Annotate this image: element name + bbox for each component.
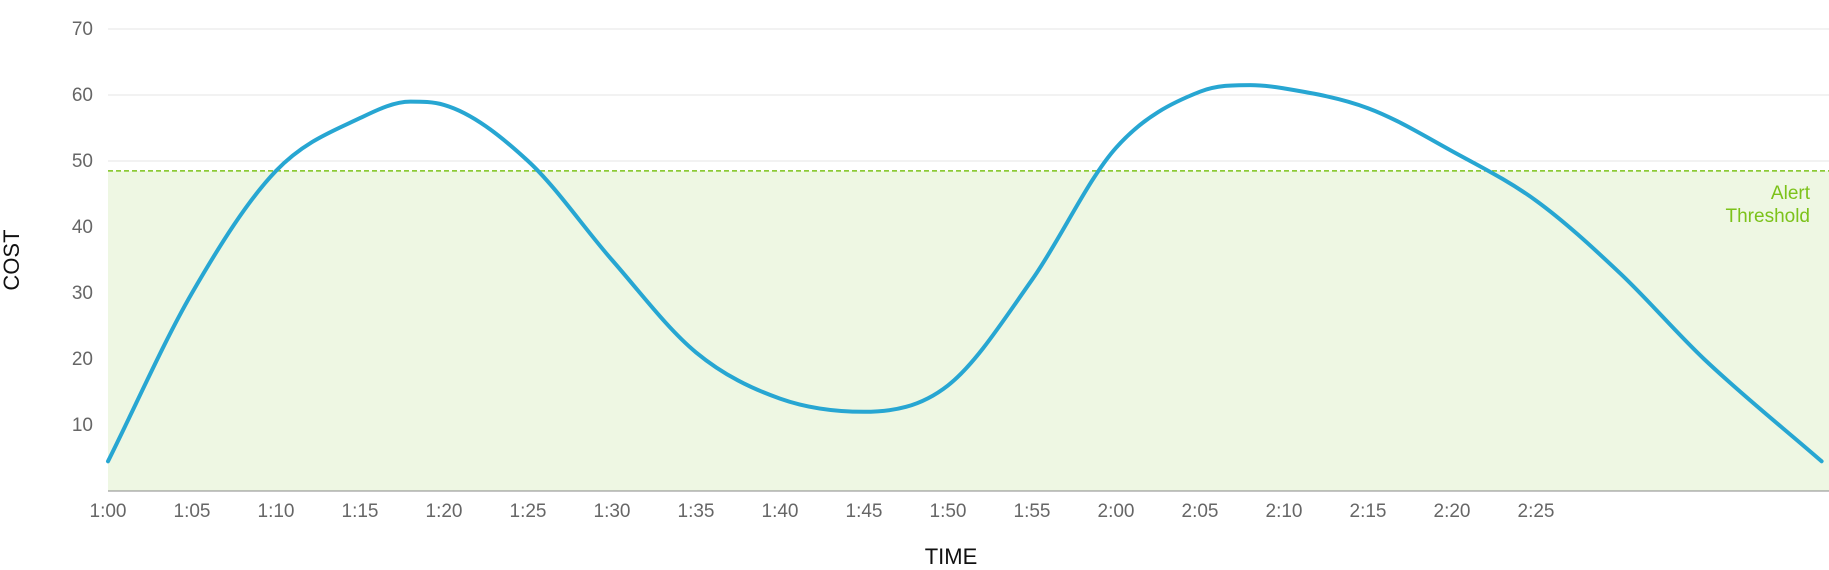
x-tick-label: 2:00 (1098, 501, 1135, 522)
cost-series-line (106, 83, 1824, 464)
x-tick-label: 2:10 (1266, 501, 1303, 522)
x-tick-label: 2:05 (1182, 501, 1219, 522)
x-tick-label: 1:05 (174, 501, 211, 522)
x-tick-label: 2:25 (1518, 501, 1555, 522)
x-tick-label: 1:45 (846, 501, 883, 522)
x-tick-label: 1:55 (1014, 501, 1051, 522)
threshold-band (108, 170, 1829, 491)
y-tick-label: 60 (72, 85, 93, 106)
x-tick-label: 2:20 (1434, 501, 1471, 522)
threshold-label-threshold: Threshold (1726, 206, 1811, 227)
x-tick-label: 1:15 (342, 501, 379, 522)
y-tick-label: 50 (72, 151, 93, 172)
y-axis-ticks: 10 20 30 40 50 60 70 (72, 19, 93, 436)
x-tick-label: 1:40 (762, 501, 799, 522)
x-tick-label: 1:00 (90, 501, 127, 522)
y-axis-title: COST (0, 229, 24, 290)
y-tick-label: 20 (72, 349, 93, 370)
y-tick-label: 30 (72, 283, 93, 304)
x-tick-label: 1:35 (678, 501, 715, 522)
y-tick-label: 40 (72, 217, 93, 238)
y-tick-label: 70 (72, 19, 93, 40)
y-tick-label: 10 (72, 415, 93, 436)
x-tick-label: 1:30 (594, 501, 631, 522)
threshold-label-alert: Alert (1771, 183, 1811, 204)
x-tick-label: 1:20 (426, 501, 463, 522)
x-axis-ticks: 1:00 1:05 1:10 1:15 1:20 1:25 1:30 1:35 1:40 1:45… (90, 501, 1555, 522)
x-tick-label: 1:25 (510, 501, 547, 522)
x-tick-label: 1:50 (930, 501, 967, 522)
x-tick-label: 1:10 (258, 501, 295, 522)
x-axis-title: TIME (925, 544, 978, 569)
x-tick-label: 2:15 (1350, 501, 1387, 522)
